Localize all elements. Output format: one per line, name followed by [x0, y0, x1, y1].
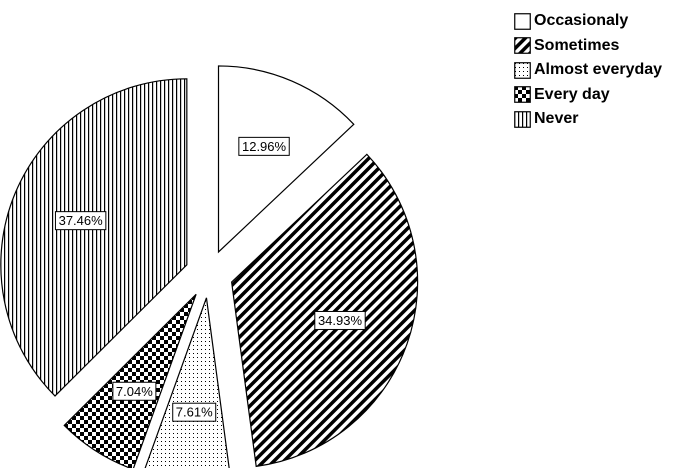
- pie-slice-occasionaly: [217, 65, 355, 254]
- data-label-occasionaly: 12.96%: [238, 136, 290, 156]
- data-label-box: [238, 136, 290, 156]
- data-label-text: 7.04%: [116, 384, 153, 399]
- pie-slices: [0, 65, 419, 468]
- legend-item-never: Never: [514, 107, 662, 132]
- legend-label: Every day: [534, 85, 610, 103]
- pie-data-labels: 12.96% 34.93% 7.61% 7.04% 37.46%: [54, 136, 366, 422]
- legend-label: Never: [534, 110, 579, 128]
- legend-item-sometimes: Sometimes: [514, 34, 662, 59]
- data-label-text: 34.93%: [318, 313, 363, 328]
- data-label-box: [112, 381, 157, 401]
- data-label-sometimes: 34.93%: [314, 310, 366, 330]
- data-label-every-day: 7.04%: [112, 381, 157, 401]
- legend-swatch: [514, 110, 531, 128]
- data-label-box: [172, 402, 217, 422]
- data-label-text: 12.96%: [242, 139, 287, 154]
- legend-label: Sometimes: [534, 36, 620, 54]
- pie-slice-sometimes: [230, 153, 419, 468]
- legend: Occasionaly Sometimes Almost everyday Every…: [514, 9, 662, 132]
- legend-label: Almost everyday: [534, 61, 663, 79]
- pie-slice-almost-everyday: [144, 297, 230, 468]
- data-label-almost-everyday: 7.61%: [172, 402, 217, 422]
- legend-swatch: [514, 86, 531, 104]
- legend-item-occasionaly: Occasionaly: [514, 9, 662, 34]
- pie-slice-every-day: [63, 293, 197, 468]
- legend-item-almost-everyday: Almost everyday: [514, 58, 662, 83]
- data-label-never: 37.46%: [54, 211, 107, 231]
- legend-item-every-day: Every day: [514, 83, 662, 108]
- pie-slice-never: [0, 78, 188, 397]
- legend-swatch: [514, 37, 531, 55]
- legend-swatch: [514, 12, 531, 30]
- data-label-box: [54, 211, 107, 231]
- legend-swatch: [514, 61, 531, 79]
- data-label-text: 37.46%: [59, 213, 104, 228]
- legend-label: Occasionaly: [534, 12, 629, 30]
- data-label-box: [314, 310, 366, 330]
- data-label-text: 7.61%: [176, 405, 213, 420]
